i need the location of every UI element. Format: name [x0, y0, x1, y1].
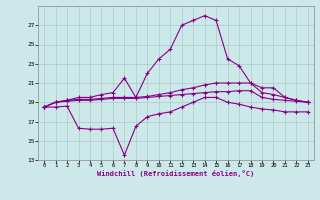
X-axis label: Windchill (Refroidissement éolien,°C): Windchill (Refroidissement éolien,°C)	[97, 170, 255, 177]
